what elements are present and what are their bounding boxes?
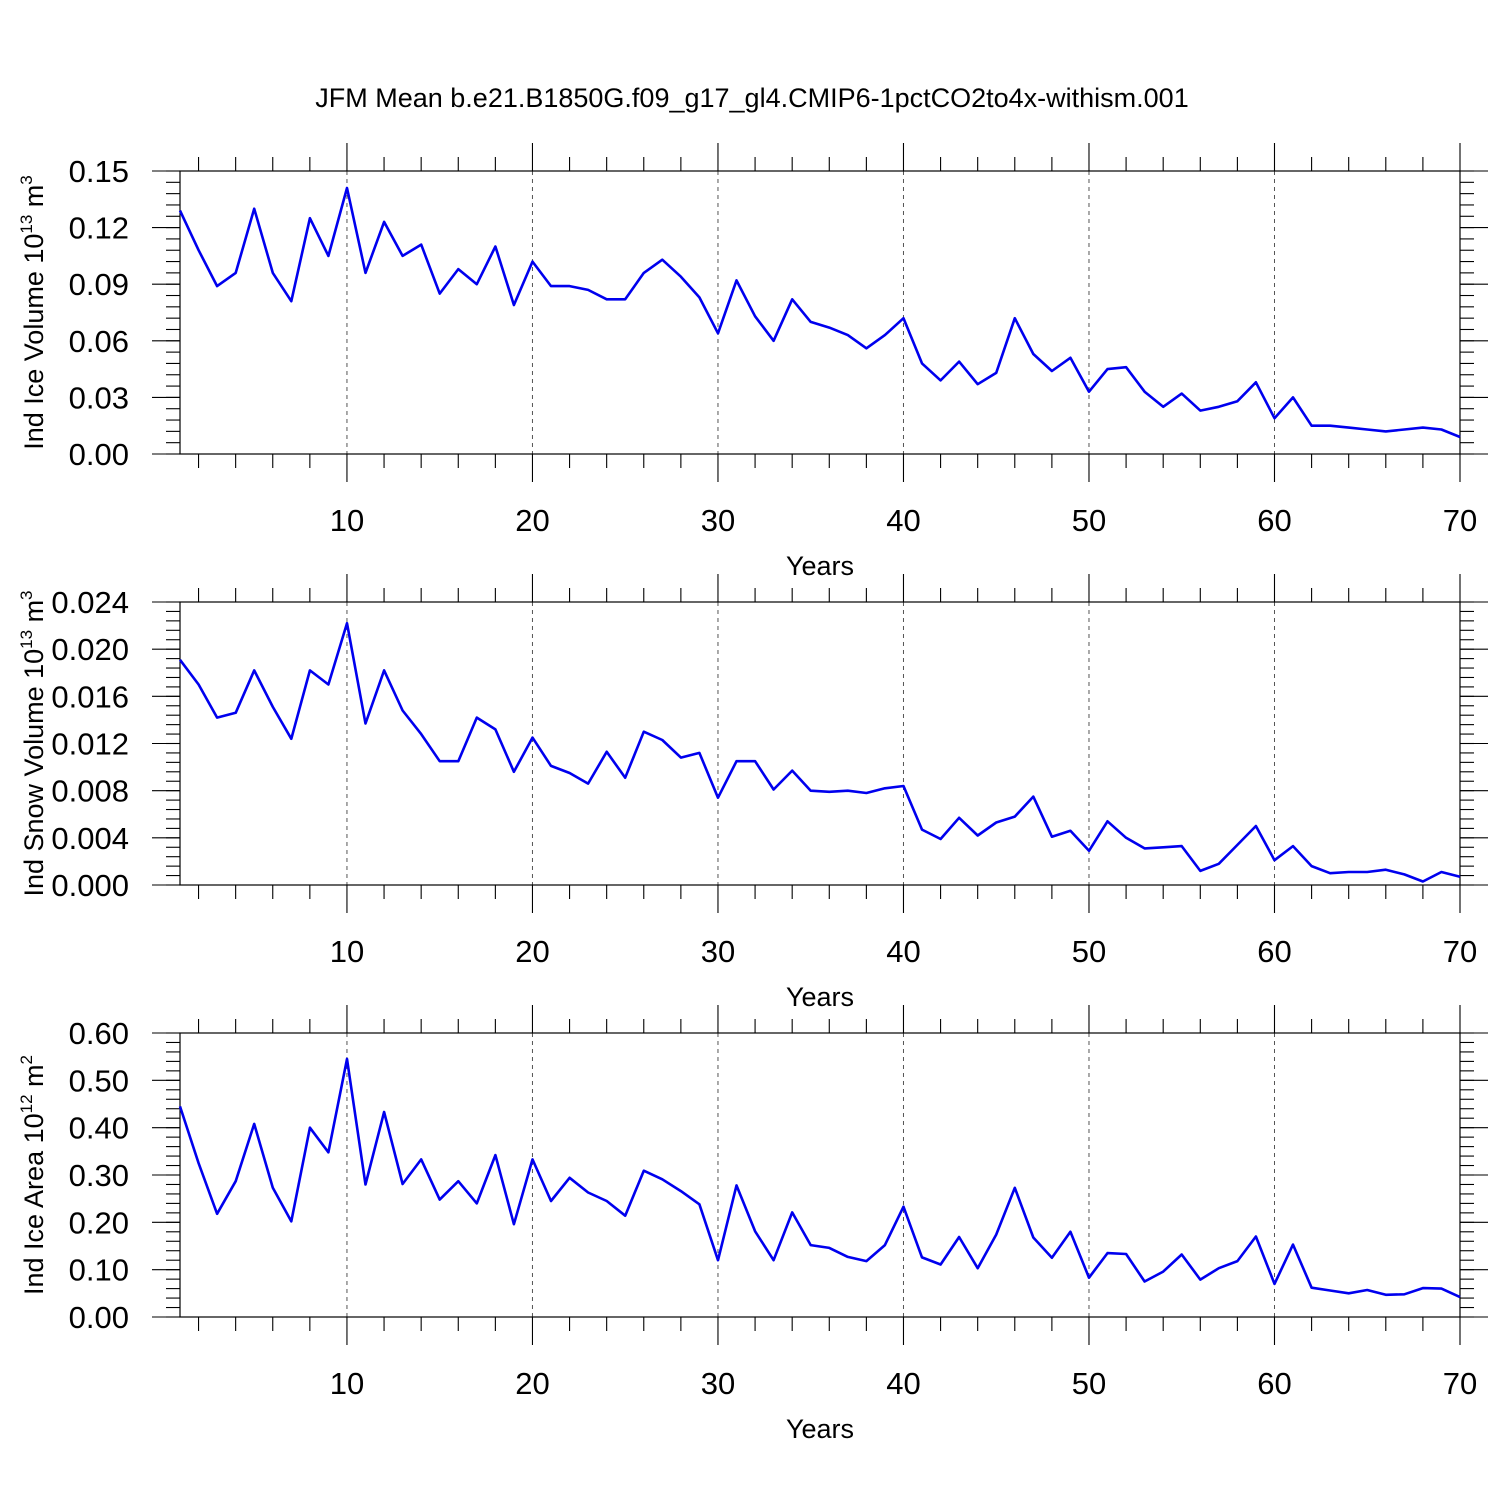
snow-volume-ytick-label: 0.004 [51, 821, 129, 856]
figure-title: JFM Mean b.e21.B1850G.f09_g17_gl4.CMIP6-… [315, 83, 1188, 113]
ice-volume-xtick-label: 40 [886, 503, 920, 538]
ice-area-series-line [178, 1057, 1461, 1299]
snow-volume-panel: 10 20 30 40 50 60 70 0.000 0.004 0.008 0.012 0.016 0… [17, 574, 1488, 1012]
ice-volume-xtick-label: 10 [330, 503, 364, 538]
ice-volume-xtick-label: 50 [1072, 503, 1106, 538]
ice-area-xtick-label: 10 [330, 1366, 364, 1401]
ice-area-plot-frame [179, 1032, 1461, 1318]
ice-area-xtick-label: 20 [515, 1366, 549, 1401]
ice-volume-ytick-label: 0.15 [69, 154, 129, 189]
snow-volume-ytick-label: 0.024 [51, 585, 129, 620]
ice-area-y-axis-label: Ind Ice Area 1012 m2 [17, 1055, 49, 1295]
ice-area-ytick-label: 0.40 [69, 1111, 129, 1146]
ice-volume-ytick-label: 0.12 [69, 211, 129, 246]
snow-volume-ytick-label: 0.008 [51, 774, 129, 809]
ice-area-x-axis-label: Years [786, 1414, 854, 1444]
ice-volume-ytick-label: 0.06 [69, 324, 129, 359]
ice-volume-series-line [178, 186, 1461, 439]
snow-volume-ytick-label: 0.020 [51, 632, 129, 667]
snow-volume-ytick-label: 0.000 [51, 868, 129, 903]
ice-volume-xtick-label: 60 [1257, 503, 1291, 538]
ice-area-ytick-label: 0.20 [69, 1205, 129, 1240]
ice-volume-xtick-label: 30 [701, 503, 735, 538]
snow-volume-xtick-label: 50 [1072, 934, 1106, 969]
snow-volume-plot-frame [179, 601, 1461, 886]
ice-area-xtick-label: 40 [886, 1366, 920, 1401]
snow-volume-xtick-label: 40 [886, 934, 920, 969]
ice-area-panel: 10 20 30 40 50 60 70 0.00 0.10 0.20 0.30 0.40 0.50 0.… [17, 1005, 1488, 1444]
ice-volume-xtick-label: 70 [1443, 503, 1477, 538]
ice-volume-ytick-label: 0.09 [69, 267, 129, 302]
ice-area-xtick-label: 30 [701, 1366, 735, 1401]
ice-volume-xtick-label: 20 [515, 503, 549, 538]
snow-volume-xtick-label: 10 [330, 934, 364, 969]
snow-volume-x-axis-label: Years [786, 982, 854, 1012]
snow-volume-xtick-label: 20 [515, 934, 549, 969]
snow-volume-xtick-label: 60 [1257, 934, 1291, 969]
ice-area-xtick-label: 60 [1257, 1366, 1291, 1401]
ice-volume-plot-frame [179, 170, 1461, 455]
snow-volume-xtick-label: 70 [1443, 934, 1477, 969]
snow-volume-xtick-label: 30 [701, 934, 735, 969]
ice-area-ytick-label: 0.60 [69, 1016, 129, 1051]
ice-area-ytick-label: 0.00 [69, 1300, 129, 1335]
ice-volume-y-axis-label: Ind Ice Volume 1013 m3 [17, 175, 49, 450]
snow-volume-ytick-label: 0.016 [51, 679, 129, 714]
ice-volume-panel: 10 20 30 40 50 60 70 0.00 0.03 0.06 0.09 0.12 0.15 Ye… [17, 143, 1488, 581]
snow-volume-series-line [178, 621, 1461, 883]
snow-volume-ytick-label: 0.012 [51, 727, 129, 762]
ice-area-xtick-label: 50 [1072, 1366, 1106, 1401]
ice-area-ytick-label: 0.30 [69, 1158, 129, 1193]
ice-volume-ytick-label: 0.00 [69, 437, 129, 472]
snow-volume-y-axis-label: Ind Snow Volume 1013 m3 [17, 590, 49, 896]
ice-area-xtick-label: 70 [1443, 1366, 1477, 1401]
ice-area-ytick-label: 0.10 [69, 1253, 129, 1288]
ice-volume-x-axis-label: Years [786, 551, 854, 581]
ice-volume-ytick-label: 0.03 [69, 380, 129, 415]
ice-area-ytick-label: 0.50 [69, 1063, 129, 1098]
